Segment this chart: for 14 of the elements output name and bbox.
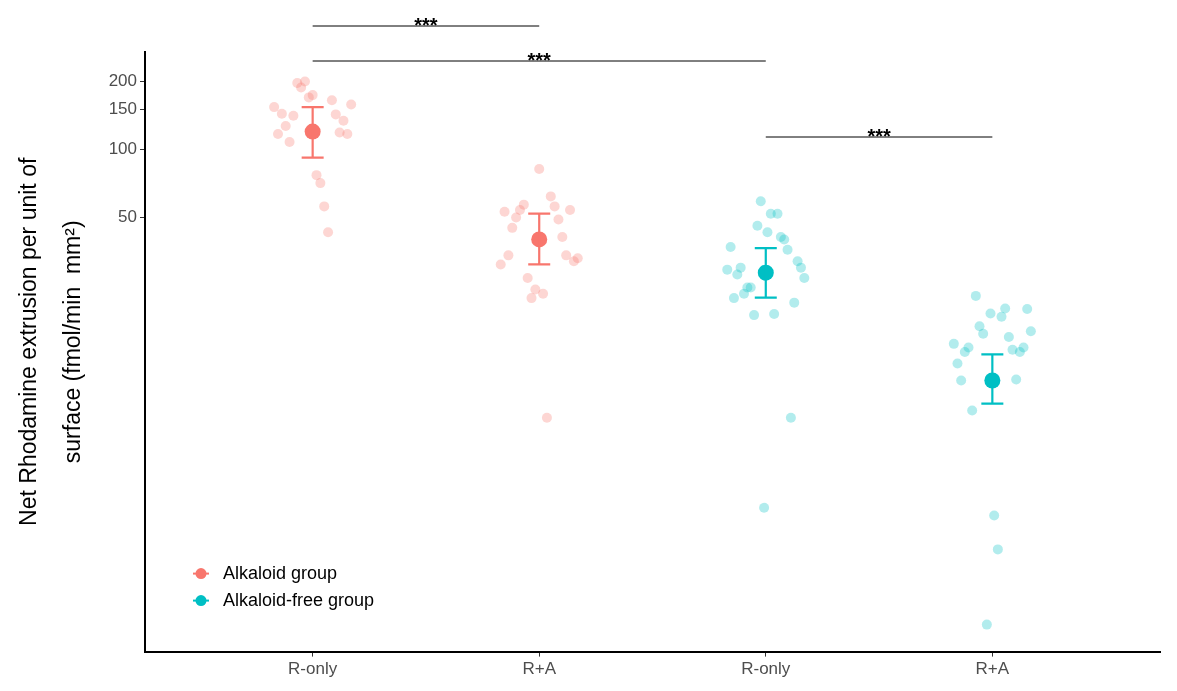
x-tick-label: R+A	[522, 659, 557, 679]
text: ***	[414, 14, 438, 36]
y-tick-label: 200	[108, 71, 137, 91]
legend-label: Alkaloid-free group	[223, 589, 375, 610]
annotation: ***	[527, 49, 552, 71]
x-tick-label: R+A	[975, 659, 1010, 679]
x-tick-label: R-only	[741, 659, 791, 679]
y-axis-title: Net Rhodamine extrusion per unit of surface (fmol/min mm²)	[15, 157, 86, 526]
y-tick-label: 100	[108, 139, 137, 159]
y-tick-label: 50	[118, 207, 137, 227]
legend-label: Alkaloid group	[223, 562, 338, 583]
y-tick-label: 150	[108, 99, 137, 119]
x-tick-label: R-only	[288, 659, 338, 679]
annotation: ***	[867, 125, 891, 147]
